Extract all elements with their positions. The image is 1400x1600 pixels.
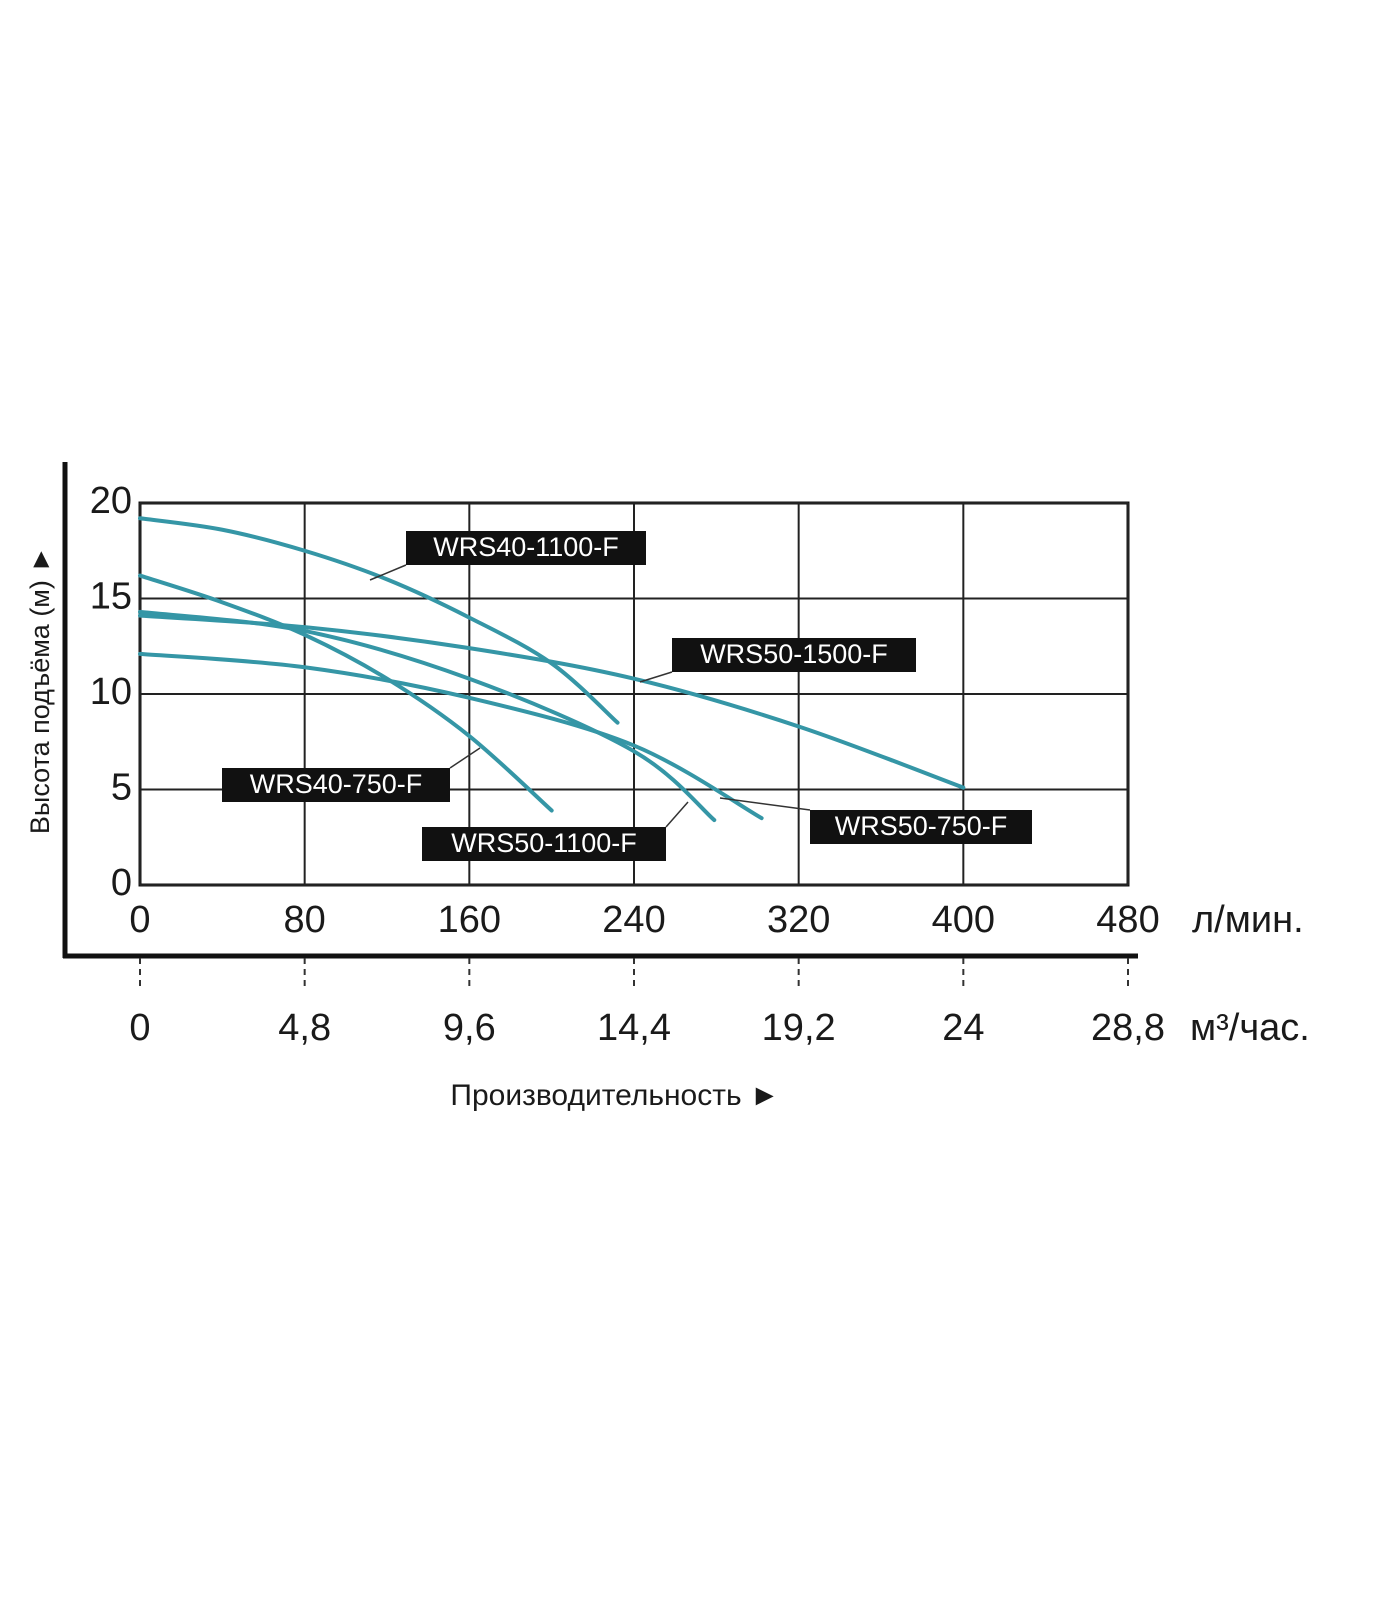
series-label-box (672, 638, 916, 672)
x-tick-label: 400 (932, 899, 995, 941)
series-label: WRS50-1100-F (451, 828, 637, 858)
leader-line (639, 671, 673, 683)
y-tick-label: 10 (90, 671, 132, 713)
x2-tick-label: 4,8 (278, 1007, 331, 1049)
leader-line (369, 564, 407, 581)
y-tick-label: 5 (111, 767, 132, 809)
series-label: WRS50-1500-F (700, 639, 888, 669)
series-label-box (406, 531, 646, 565)
x2-unit: м³/час. (1190, 1007, 1310, 1049)
y-tick-label: 15 (90, 576, 132, 618)
x-tick-label: 80 (284, 899, 326, 941)
curve (138, 573, 554, 813)
x2-tick-label: 19,2 (762, 1007, 836, 1049)
x2-tick-label: 24 (942, 1007, 984, 1049)
x-tick-label: 480 (1096, 899, 1159, 941)
series-label: WRS50-750-F (835, 811, 1008, 841)
series-label-box (422, 827, 666, 861)
y-axis-label: Высота подъёма (м) ► (25, 546, 55, 834)
leader-line (665, 801, 689, 828)
series-label-box (810, 810, 1032, 844)
curve (138, 613, 966, 790)
y-tick-label: 0 (111, 862, 132, 904)
y-tick-label: 20 (90, 480, 132, 522)
x2-tick-label: 28,8 (1091, 1007, 1165, 1049)
leader-line (719, 797, 811, 811)
leader-line (449, 747, 481, 769)
x-axis-label: Производительность ► (450, 1079, 779, 1112)
x2-tick-label: 0 (129, 1007, 150, 1049)
x2-tick-label: 9,6 (443, 1007, 496, 1049)
x-tick-label: 0 (129, 899, 150, 941)
series-label: WRS40-1100-F (433, 532, 619, 562)
x-unit: л/мин. (1192, 899, 1304, 941)
x-tick-label: 160 (438, 899, 501, 941)
x2-tick-label: 14,4 (597, 1007, 671, 1049)
series-label-box (222, 768, 450, 802)
curve (138, 609, 717, 823)
series-label: WRS40-750-F (250, 769, 423, 799)
curve (138, 651, 764, 821)
x-tick-label: 320 (767, 899, 830, 941)
x-tick-label: 240 (602, 899, 665, 941)
